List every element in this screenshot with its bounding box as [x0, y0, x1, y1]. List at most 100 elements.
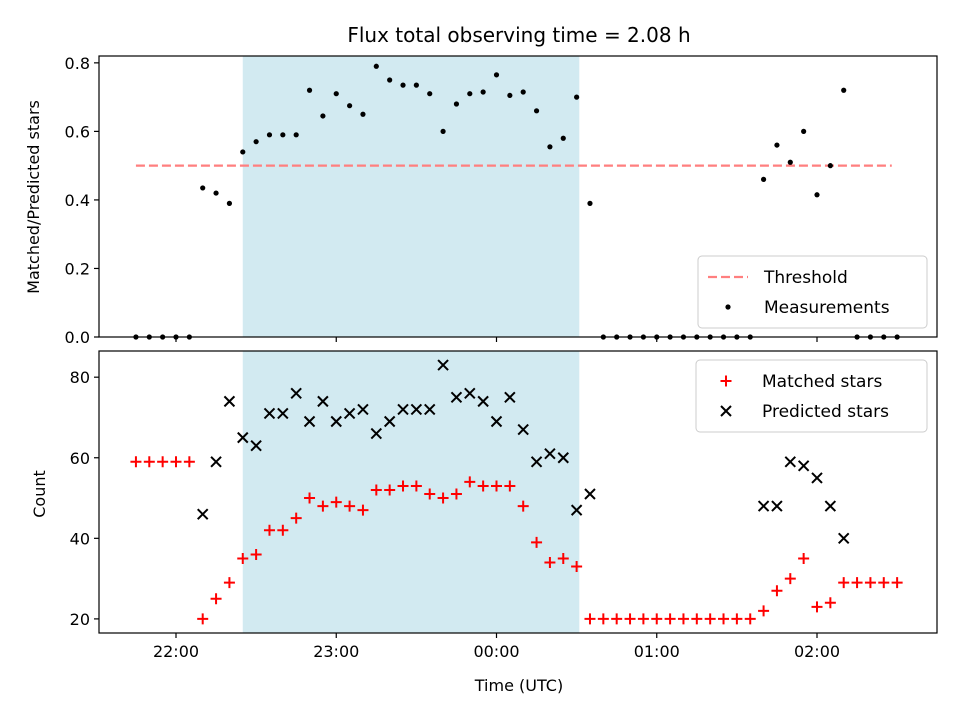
data-point: [797, 460, 810, 472]
data-point: [757, 500, 770, 512]
data-point: [303, 415, 316, 428]
x-tick-label: 00:00: [473, 642, 519, 661]
data-point: [213, 190, 219, 196]
data-point: [373, 63, 379, 69]
data-point: [237, 431, 249, 444]
legend-label: Threshold: [763, 268, 848, 288]
data-point: [891, 577, 903, 589]
data-point: [277, 524, 289, 536]
data-point: [827, 163, 833, 169]
data-point: [266, 132, 273, 138]
data-point: [811, 601, 823, 613]
data-point: [464, 387, 476, 400]
series-predicted-stars: [197, 359, 850, 545]
chart-title: Flux total observing time = 2.08 h: [347, 23, 690, 47]
observing-span: [242, 56, 580, 337]
legend-swatch: [720, 405, 732, 417]
legend-box: [697, 255, 928, 329]
data-point: [450, 488, 462, 500]
data-point: [210, 456, 222, 468]
y-tick-label: 0.8: [65, 54, 90, 73]
data-point: [477, 480, 489, 492]
data-point: [824, 500, 837, 512]
data-point: [771, 585, 783, 597]
data-point: [611, 613, 623, 625]
data-point: [424, 403, 436, 416]
data-point: [453, 101, 460, 107]
data-point: [493, 72, 500, 78]
x-tick-label: 23:00: [313, 642, 359, 661]
data-point: [387, 77, 393, 83]
legend-swatch: [720, 375, 732, 387]
data-point: [758, 605, 770, 617]
data-point: [360, 111, 366, 117]
x-tick-label: 02:00: [794, 642, 840, 661]
data-point: [237, 552, 249, 564]
y-axis-label-top: Matched/Predicted stars: [24, 100, 43, 294]
observing-span: [242, 351, 580, 633]
panel-count: 20 40 60 80 22:00 23:00 00:00 01:00 02:00 Matched…: [70, 350, 938, 661]
data-point: [306, 87, 313, 93]
data-point: [571, 561, 583, 573]
data-point: [197, 613, 209, 625]
data-point: [467, 91, 473, 97]
data-point: [344, 500, 356, 512]
data-point: [774, 142, 780, 148]
data-point: [290, 387, 302, 400]
data-point: [343, 407, 356, 420]
y-tick-label: 0.6: [65, 122, 90, 141]
data-point: [383, 415, 396, 428]
data-point: [410, 480, 422, 492]
data-point: [440, 128, 446, 134]
y-tick-label: 0.2: [65, 259, 90, 278]
data-point: [293, 132, 299, 138]
data-point: [240, 149, 246, 155]
data-point: [531, 536, 543, 548]
data-point: [718, 613, 730, 625]
data-point: [814, 192, 820, 198]
data-point: [557, 452, 569, 464]
data-point: [824, 597, 836, 609]
data-point: [570, 504, 583, 516]
data-point: [544, 557, 556, 568]
legend-label: Measurements: [764, 298, 890, 318]
data-point: [584, 613, 596, 625]
data-point: [677, 613, 689, 625]
data-point: [838, 577, 850, 589]
y-tick-label: 0.4: [65, 191, 90, 210]
legend-box: [695, 359, 928, 433]
data-point: [544, 448, 556, 460]
panel-ratio: 0.0 0.2 0.4 0.6 0.8 Threshold Measurements: [65, 54, 938, 347]
data-point: [533, 108, 540, 114]
data-point: [651, 613, 663, 625]
data-point: [397, 403, 409, 416]
data-point: [864, 577, 876, 589]
data-point: [253, 139, 259, 145]
data-point: [584, 488, 596, 500]
data-point: [784, 573, 796, 585]
data-point: [504, 480, 516, 492]
data-point: [490, 415, 503, 428]
y-tick-label: 0.0: [65, 328, 90, 347]
data-point: [491, 480, 502, 492]
data-point: [290, 512, 302, 524]
data-point: [704, 613, 716, 625]
data-point: [263, 524, 275, 536]
data-point: [250, 548, 262, 560]
x-tick-label: 22:00: [153, 642, 199, 661]
data-point: [210, 593, 222, 605]
data-point: [547, 144, 553, 150]
data-point: [760, 176, 767, 182]
data-point: [413, 82, 419, 88]
data-point: [170, 456, 182, 468]
data-point: [330, 496, 342, 508]
data-point: [517, 423, 529, 436]
data-point: [878, 577, 890, 589]
data-point: [437, 359, 449, 371]
axes-frame: [98, 350, 938, 634]
data-point: [410, 403, 423, 416]
data-point: [320, 113, 326, 119]
series-matched-stars: [130, 456, 903, 625]
data-point: [784, 456, 796, 468]
data-point: [841, 87, 847, 93]
